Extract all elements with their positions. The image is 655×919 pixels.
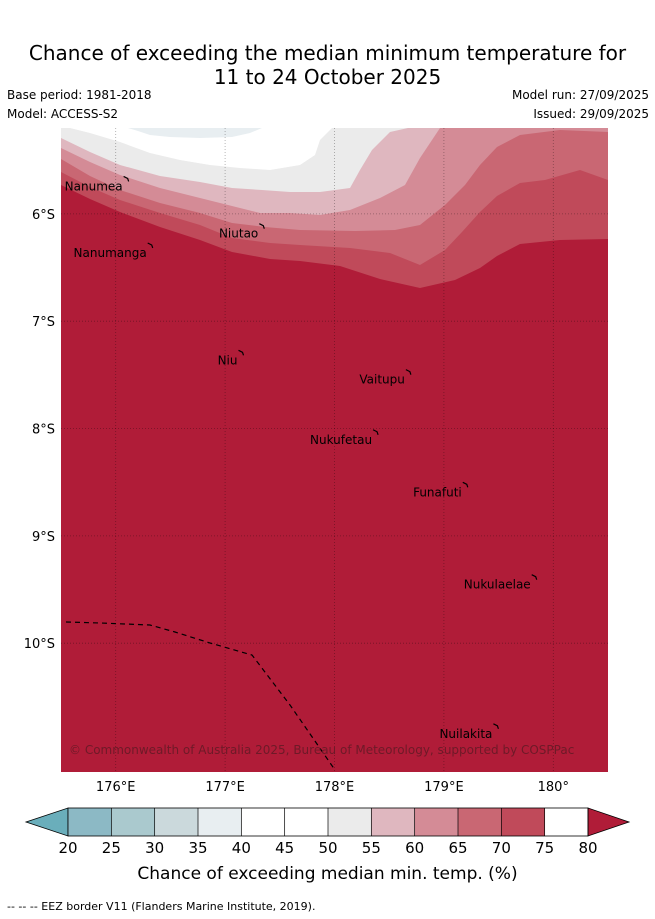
colorbar-tick-label: 55 <box>362 839 381 857</box>
place-label: Funafuti <box>413 485 462 499</box>
island-outline <box>259 223 265 229</box>
colorbar-segment <box>198 808 242 836</box>
colorbar-segment <box>501 808 545 836</box>
contour-50 <box>61 128 332 170</box>
lon-tick-label: 176°E <box>96 780 136 795</box>
colorbar-tick-label: 70 <box>492 839 511 857</box>
eez-legend-note: -- -- -- EEZ border V11 (Flanders Marine… <box>7 900 316 913</box>
colorbar-segment <box>241 808 285 836</box>
lon-tick-label: 180° <box>538 780 569 795</box>
colorbar-tick-label: 30 <box>145 839 164 857</box>
lat-tick-label: 9°S <box>32 530 55 545</box>
colorbar-segment <box>371 808 415 836</box>
colorbar-tick-label: 40 <box>232 839 251 857</box>
colorbar-segment <box>414 808 458 836</box>
colorbar-tick-label: 50 <box>318 839 337 857</box>
colorbar-upper-extension <box>587 807 631 837</box>
contour-40 <box>128 128 262 138</box>
colorbar-tick-label: 80 <box>578 839 597 857</box>
island-outline <box>372 429 379 435</box>
eez-border <box>65 621 336 771</box>
island-outline <box>123 175 130 182</box>
latitude-labels: 6°S 7°S 8°S 9°S 10°S <box>24 208 55 652</box>
graticule <box>61 128 608 772</box>
model-name: Model: ACCESS-S2 <box>7 107 119 121</box>
island-outline <box>531 574 538 580</box>
lat-tick-label: 6°S <box>32 208 55 223</box>
colorbar-segment <box>154 808 198 836</box>
probability-contours <box>61 128 608 772</box>
model-run: Model run: 27/09/2025 <box>511 88 649 102</box>
colorbar-tick-label: 65 <box>448 839 467 857</box>
place-label: Nanumanga <box>74 246 147 260</box>
colorbar-label: Chance of exceeding median min. temp. (%… <box>137 864 518 884</box>
colorbar-segment <box>68 808 112 836</box>
lat-tick-label: 7°S <box>32 315 55 330</box>
place-label: Nukulaelae <box>464 578 531 592</box>
island-outline <box>462 481 469 488</box>
base-period: Base period: 1981-2018 <box>7 88 152 102</box>
island-outline <box>147 242 154 249</box>
place-label: Niu <box>218 353 238 367</box>
colorbar-tick-label: 45 <box>275 839 294 857</box>
colorbar-segment <box>111 808 155 836</box>
place-labels: Nanumea Nanumanga Niutao Niu Vaitupu Nukufeta… <box>65 175 538 741</box>
colorbar-tick-label: 25 <box>102 839 121 857</box>
lat-tick-label: 8°S <box>32 423 55 438</box>
colorbar-lower-extension <box>24 807 69 837</box>
colorbar-segment <box>284 808 328 836</box>
colorbar-segment <box>328 808 372 836</box>
lat-tick-label: 10°S <box>24 637 55 652</box>
lon-tick-label: 179°E <box>424 780 464 795</box>
place-label: Nanumea <box>65 179 123 193</box>
map-title-line2: 11 to 24 October 2025 <box>213 65 442 89</box>
colorbar-tick-label: 35 <box>188 839 207 857</box>
longitude-labels: 176°E 177°E 178°E 179°E 180° <box>96 780 569 795</box>
colorbar-tick-label: 75 <box>535 839 554 857</box>
island-outline <box>238 349 245 356</box>
place-label: Nuilakita <box>439 727 492 741</box>
island-outline <box>493 723 499 730</box>
island-outline <box>405 369 412 375</box>
colorbar-segment <box>458 808 502 836</box>
place-label: Nukufetau <box>310 433 372 447</box>
lon-tick-label: 177°E <box>205 780 245 795</box>
place-label: Vaitupu <box>359 373 405 387</box>
colorbar-tick-label: 60 <box>405 839 424 857</box>
issued-date: Issued: 29/09/2025 <box>533 107 649 121</box>
colorbar-tick-label: 20 <box>58 839 77 857</box>
map-title-line1: Chance of exceeding the median minimum t… <box>28 41 627 65</box>
place-label: Niutao <box>219 227 258 241</box>
copyright-notice: © Commonwealth of Australia 2025, Bureau… <box>69 743 574 757</box>
lon-tick-label: 178°E <box>315 780 355 795</box>
colorbar: 20 25 30 35 40 45 50 55 60 65 70 75 80 <box>24 807 631 857</box>
